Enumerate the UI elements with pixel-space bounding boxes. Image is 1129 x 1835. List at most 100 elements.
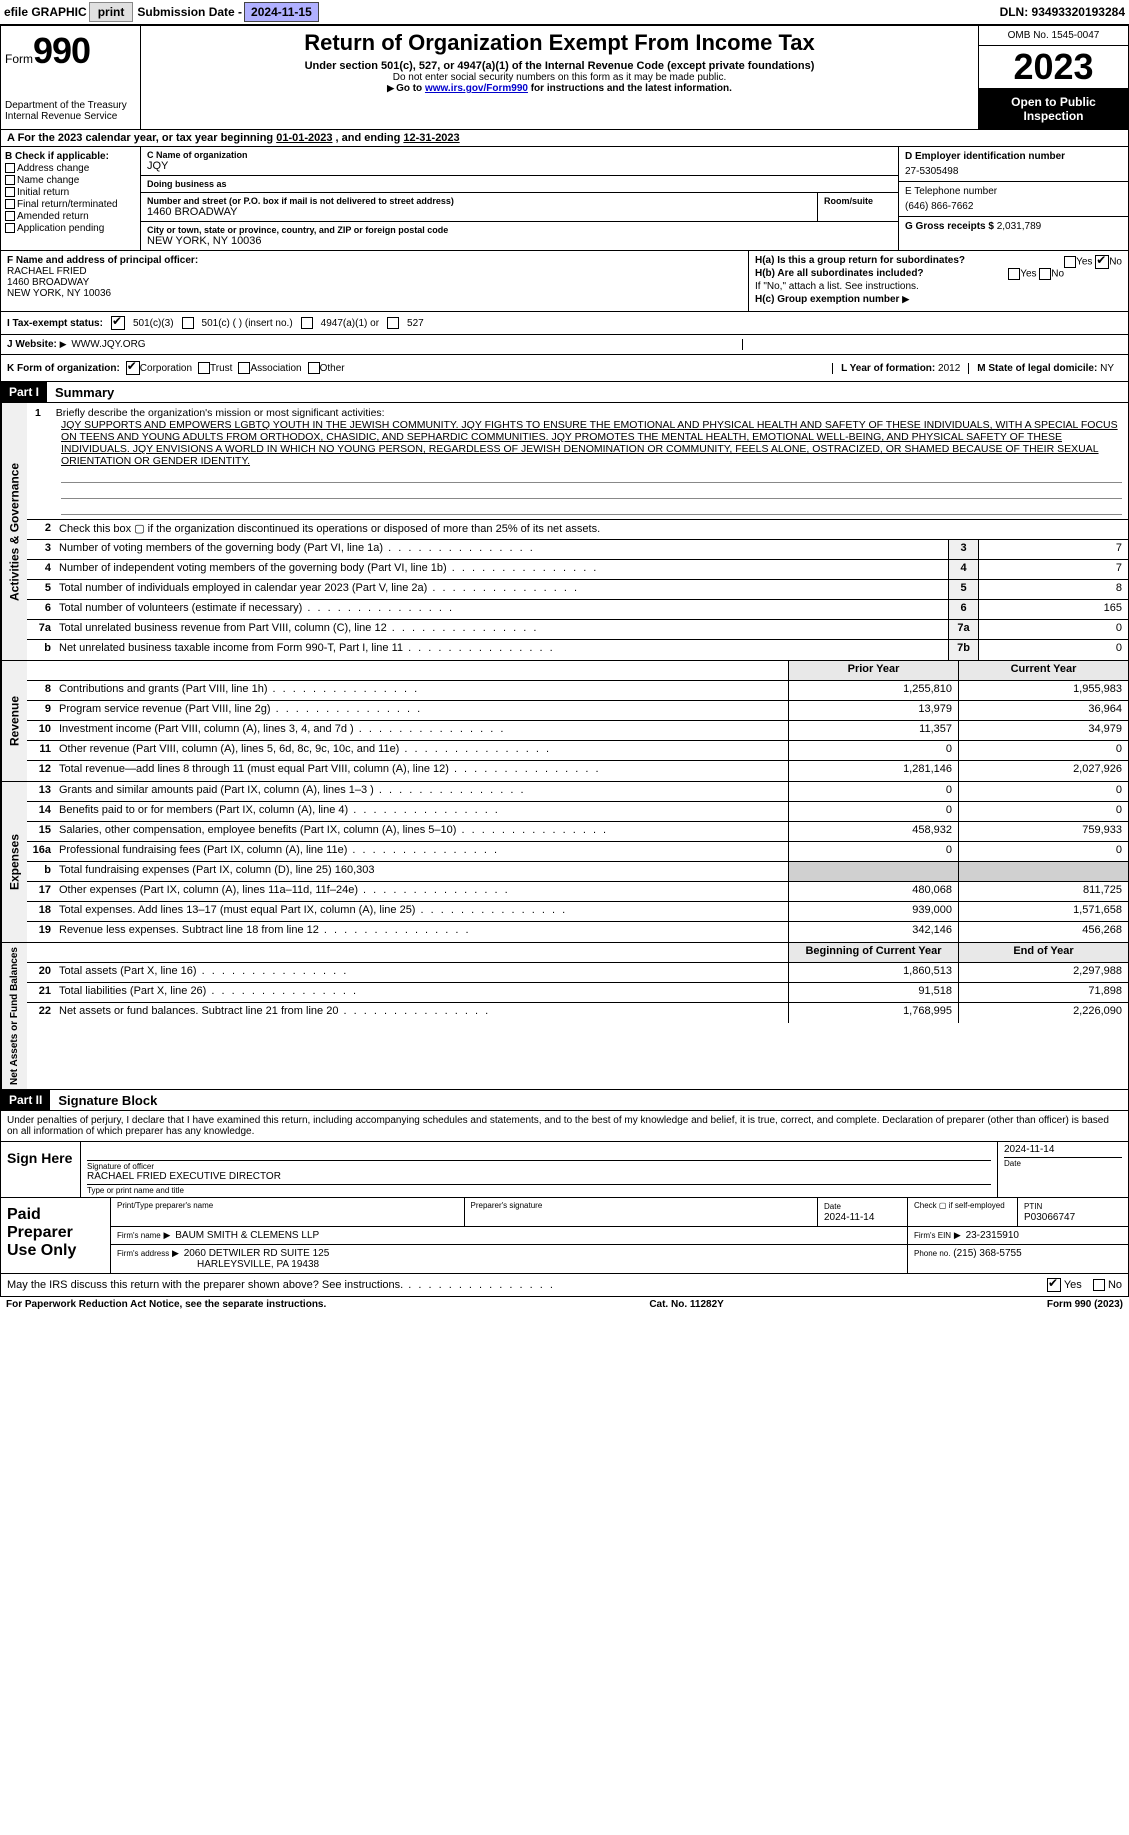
dba-label: Doing business as	[147, 179, 892, 189]
open-to-public: Open to Public Inspection	[979, 89, 1128, 129]
part2-header-row: Part II Signature Block	[0, 1090, 1129, 1111]
i-527-checkbox[interactable]	[387, 317, 399, 329]
summary-line: 7aTotal unrelated business revenue from …	[27, 620, 1128, 640]
firm-ein-value: 23-2315910	[966, 1230, 1019, 1241]
l-value: 2012	[938, 363, 960, 374]
exp-section: Expenses 13Grants and similar amounts pa…	[0, 782, 1129, 943]
k-trust-checkbox[interactable]	[198, 362, 210, 374]
col-end-year: End of Year	[958, 943, 1128, 962]
summary-line: 22Net assets or fund balances. Subtract …	[27, 1003, 1128, 1023]
net-section: Net Assets or Fund Balances Beginning of…	[0, 943, 1129, 1090]
submission-label: Submission Date -	[137, 5, 242, 19]
col-c-org-info: C Name of organization JQY Doing busines…	[141, 147, 898, 250]
firm-phone-label: Phone no.	[914, 1249, 950, 1258]
self-employed-check[interactable]: Check ▢ if self-employed	[908, 1198, 1018, 1226]
irs-discuss-row: May the IRS discuss this return with the…	[0, 1274, 1129, 1297]
firm-ein-label: Firm's EIN	[914, 1231, 951, 1240]
header-sub2: Do not enter social security numbers on …	[149, 72, 970, 83]
summary-line: 11Other revenue (Part VIII, column (A), …	[27, 741, 1128, 761]
print-button[interactable]: print	[89, 2, 134, 22]
chk-amended-return[interactable]: Amended return	[5, 211, 136, 222]
ein-value: 27-5305498	[905, 166, 1122, 177]
col-prior-year: Prior Year	[788, 661, 958, 680]
ptin-value: P03066747	[1024, 1212, 1122, 1223]
part2-badge: Part II	[1, 1090, 50, 1110]
discuss-yes-checkbox[interactable]	[1047, 1278, 1061, 1292]
ha-yes-checkbox[interactable]	[1064, 256, 1076, 268]
hb-yes-checkbox[interactable]	[1008, 268, 1020, 280]
chk-initial-return[interactable]: Initial return	[5, 187, 136, 198]
i-4947-checkbox[interactable]	[301, 317, 313, 329]
summary-line: 9Program service revenue (Part VIII, lin…	[27, 701, 1128, 721]
i-label: I Tax-exempt status:	[7, 318, 103, 329]
phone-label: E Telephone number	[905, 186, 1122, 197]
part1-badge: Part I	[1, 382, 47, 402]
chk-application-pending[interactable]: Application pending	[5, 223, 136, 234]
form-word: Form	[5, 52, 33, 66]
header-left: Form990 Department of the Treasury Inter…	[1, 26, 141, 129]
block-fh: F Name and address of principal officer:…	[0, 251, 1129, 312]
m-label: M State of legal domicile:	[977, 363, 1097, 374]
officer-addr2: NEW YORK, NY 10036	[7, 288, 742, 299]
mission-block: 1 Briefly describe the organization's mi…	[27, 403, 1128, 520]
summary-line: 10Investment income (Part VIII, column (…	[27, 721, 1128, 741]
addr-value: 1460 BROADWAY	[147, 206, 811, 218]
part1-title: Summary	[55, 385, 114, 400]
form-title: Return of Organization Exempt From Incom…	[149, 30, 970, 56]
org-name-label: C Name of organization	[147, 150, 892, 160]
efile-label: efile GRAPHIC	[4, 5, 87, 19]
irs-link[interactable]: www.irs.gov/Form990	[425, 83, 528, 94]
summary-line: 14Benefits paid to or for members (Part …	[27, 802, 1128, 822]
summary-line: 18Total expenses. Add lines 13–17 (must …	[27, 902, 1128, 922]
header-center: Return of Organization Exempt From Incom…	[141, 26, 978, 129]
chk-final-return[interactable]: Final return/terminated	[5, 199, 136, 210]
col-b-checkboxes: B Check if applicable: Address change Na…	[1, 147, 141, 250]
summary-line: 15Salaries, other compensation, employee…	[27, 822, 1128, 842]
net-header-row: Beginning of Current Year End of Year	[27, 943, 1128, 963]
summary-line: 3Number of voting members of the governi…	[27, 540, 1128, 560]
chk-address-change[interactable]: Address change	[5, 163, 136, 174]
k-corp-checkbox[interactable]	[126, 361, 140, 375]
tab-governance: Activities & Governance	[1, 403, 27, 660]
i-501c-checkbox[interactable]	[182, 317, 194, 329]
ha-no-checkbox[interactable]	[1095, 255, 1109, 269]
col-de: D Employer identification number 27-5305…	[898, 147, 1128, 250]
k-label: K Form of organization:	[7, 363, 120, 374]
part1-header-row: Part I Summary	[0, 382, 1129, 403]
header-sub3: Go to www.irs.gov/Form990 for instructio…	[149, 83, 970, 94]
tab-revenue: Revenue	[1, 661, 27, 781]
h-b-row: H(b) Are all subordinates included? Yes …	[755, 268, 1122, 279]
rev-section: Revenue Prior Year Current Year 8Contrib…	[0, 661, 1129, 782]
row-a-tax-year: A For the 2023 calendar year, or tax yea…	[0, 130, 1129, 147]
summary-line: 16aProfessional fundraising fees (Part I…	[27, 842, 1128, 862]
gross-receipts-label: G Gross receipts $	[905, 221, 994, 232]
year-begin: 01-01-2023	[276, 132, 332, 144]
prep-date-label: Date	[824, 1202, 841, 1211]
sig-date-label: Date	[1004, 1157, 1122, 1168]
hb-no-checkbox[interactable]	[1039, 268, 1051, 280]
paid-preparer-block: Paid Preparer Use Only Print/Type prepar…	[1, 1197, 1128, 1273]
header-right: OMB No. 1545-0047 2023 Open to Public In…	[978, 26, 1128, 129]
j-label: J Website:	[7, 339, 57, 350]
k-other-checkbox[interactable]	[308, 362, 320, 374]
col-h-group: H(a) Is this a group return for subordin…	[748, 251, 1128, 311]
f-label: F Name and address of principal officer:	[7, 255, 742, 266]
sig-date-value: 2024-11-14	[1004, 1144, 1122, 1155]
org-name: JQY	[147, 160, 892, 172]
mission-text: JQY SUPPORTS AND EMPOWERS LGBTQ YOUTH IN…	[61, 419, 1118, 467]
sign-here-row: Sign Here Signature of officer RACHAEL F…	[1, 1141, 1128, 1197]
firm-name-value: BAUM SMITH & CLEMENS LLP	[175, 1230, 319, 1241]
footer-mid: Cat. No. 11282Y	[649, 1299, 723, 1310]
discuss-no-checkbox[interactable]	[1093, 1279, 1105, 1291]
summary-line: 17Other expenses (Part IX, column (A), l…	[27, 882, 1128, 902]
summary-line: 13Grants and similar amounts paid (Part …	[27, 782, 1128, 802]
summary-line: 4Number of independent voting members of…	[27, 560, 1128, 580]
prep-sig-label: Preparer's signature	[471, 1201, 812, 1210]
chk-name-change[interactable]: Name change	[5, 175, 136, 186]
i-501c3-checkbox[interactable]	[111, 316, 125, 330]
ein-label: D Employer identification number	[905, 151, 1122, 162]
summary-line: 2Check this box ▢ if the organization di…	[27, 520, 1128, 540]
k-assoc-checkbox[interactable]	[238, 362, 250, 374]
tab-expenses: Expenses	[1, 782, 27, 942]
firm-name-label: Firm's name	[117, 1231, 161, 1240]
